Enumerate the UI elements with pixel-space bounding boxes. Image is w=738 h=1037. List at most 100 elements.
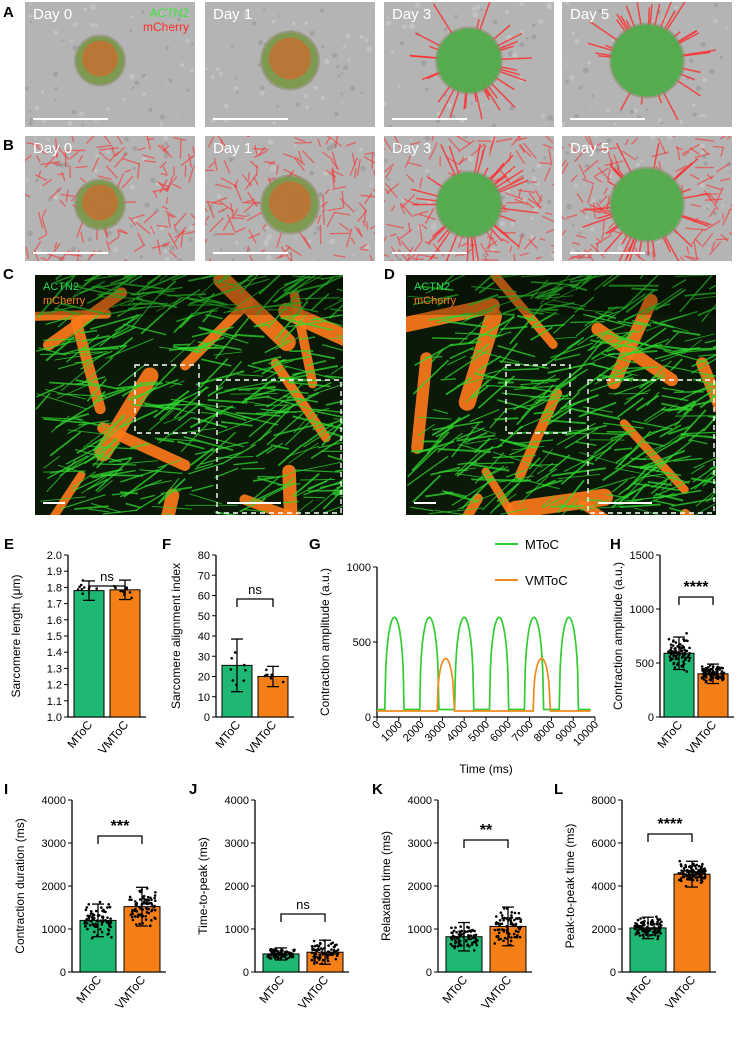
chart-h: H 0 500 1000 1500 Contraction amplitude (a.u.…: [610, 535, 736, 775]
data-point: [154, 890, 157, 894]
data-point: [704, 675, 708, 679]
data-point: [327, 944, 330, 947]
data-point: [654, 929, 657, 932]
data-point: [94, 922, 98, 926]
x-tick-label: MToC: [212, 718, 243, 751]
data-point: [100, 906, 103, 909]
y-tick-label: 4000: [225, 795, 249, 807]
x-tick-label: VMToC: [95, 718, 131, 757]
data-point: [692, 870, 696, 874]
data-point: [287, 956, 291, 960]
data-point: [320, 950, 324, 954]
data-point: [473, 935, 476, 938]
data-point: [459, 944, 463, 947]
x-tick-label: VMToC: [295, 973, 331, 1012]
data-point: [653, 926, 656, 929]
data-point: [138, 898, 142, 901]
x-tick-label: MToC: [654, 718, 685, 751]
chart-j: J 0 1000 2000 3000 4000 Time-to-peak (ms) MToC V…: [185, 780, 363, 1030]
data-point: [319, 942, 322, 946]
data-point: [702, 672, 706, 676]
y-axis-label: Peak-to-peak time (ms): [563, 824, 577, 949]
data-point: [648, 928, 652, 931]
significance-bracket: [463, 839, 509, 848]
data-point: [121, 590, 125, 593]
data-point: [451, 934, 455, 938]
data-point: [703, 873, 707, 876]
y-tick-label: 1000: [42, 924, 66, 936]
data-point: [107, 902, 110, 906]
x-tick-label: 10000: [571, 719, 601, 749]
data-point: [518, 916, 521, 920]
data-point: [643, 919, 646, 923]
data-point: [716, 665, 720, 669]
data-point: [667, 650, 670, 654]
data-point: [716, 673, 719, 676]
y-tick-label: 10: [198, 692, 210, 704]
day-label: Day 5: [570, 6, 610, 23]
data-point: [128, 895, 132, 899]
legend-label: VMToC: [525, 573, 568, 588]
significance-bracket: [236, 598, 274, 607]
data-point: [317, 958, 321, 961]
data-point: [291, 955, 294, 959]
data-point: [153, 894, 157, 897]
data-point: [498, 919, 502, 922]
data-point: [501, 916, 504, 920]
data-point: [149, 924, 152, 927]
data-point: [474, 933, 478, 937]
data-point: [315, 961, 319, 964]
data-point: [704, 680, 708, 684]
data-point: [720, 666, 723, 670]
day-label: Day 1: [213, 6, 253, 23]
data-point: [82, 586, 86, 589]
x-tick-label: VMToC: [478, 973, 514, 1012]
data-point: [450, 938, 454, 941]
data-point: [128, 591, 132, 594]
data-point: [659, 924, 663, 927]
data-point: [682, 653, 686, 657]
data-point: [500, 914, 504, 917]
data-point: [656, 919, 660, 922]
data-point: [510, 922, 514, 925]
data-point: [497, 938, 501, 941]
micrograph: [205, 8, 373, 125]
data-point: [457, 941, 460, 944]
data-point: [688, 656, 692, 660]
significance-bracket: [97, 835, 143, 844]
data-point: [682, 639, 686, 643]
data-point: [709, 667, 713, 671]
micrograph: [562, 2, 728, 127]
data-point: [333, 950, 336, 954]
data-point: [90, 919, 93, 923]
significance-label: ns: [248, 582, 262, 597]
data-point: [285, 953, 288, 956]
data-point: [639, 924, 642, 928]
day-label: Day 3: [392, 140, 432, 157]
x-tick-label: 5000: [466, 719, 492, 745]
data-point: [716, 676, 719, 680]
data-point: [100, 915, 104, 919]
data-point: [498, 924, 501, 927]
data-point: [684, 863, 687, 867]
data-point: [92, 930, 96, 934]
data-point: [509, 939, 513, 943]
data-point: [679, 649, 683, 652]
data-point: [312, 939, 316, 943]
data-point: [656, 923, 659, 926]
x-tick-label: MToC: [256, 973, 287, 1006]
data-point: [88, 914, 91, 918]
panel-label-b: B: [3, 137, 14, 154]
data-point: [684, 639, 688, 642]
panel-d-micrograph: ACTN2 mCherry: [406, 275, 716, 515]
data-point: [326, 955, 329, 958]
y-tick-label: 1.7: [47, 599, 62, 611]
data-point: [697, 875, 701, 879]
data-point: [114, 586, 117, 590]
significance-label: ****: [684, 579, 710, 596]
data-point: [271, 948, 275, 952]
data-point: [699, 878, 703, 882]
data-point: [86, 922, 89, 925]
y-tick-label: 1.3: [47, 663, 62, 675]
y-tick-label: 80: [198, 550, 210, 562]
